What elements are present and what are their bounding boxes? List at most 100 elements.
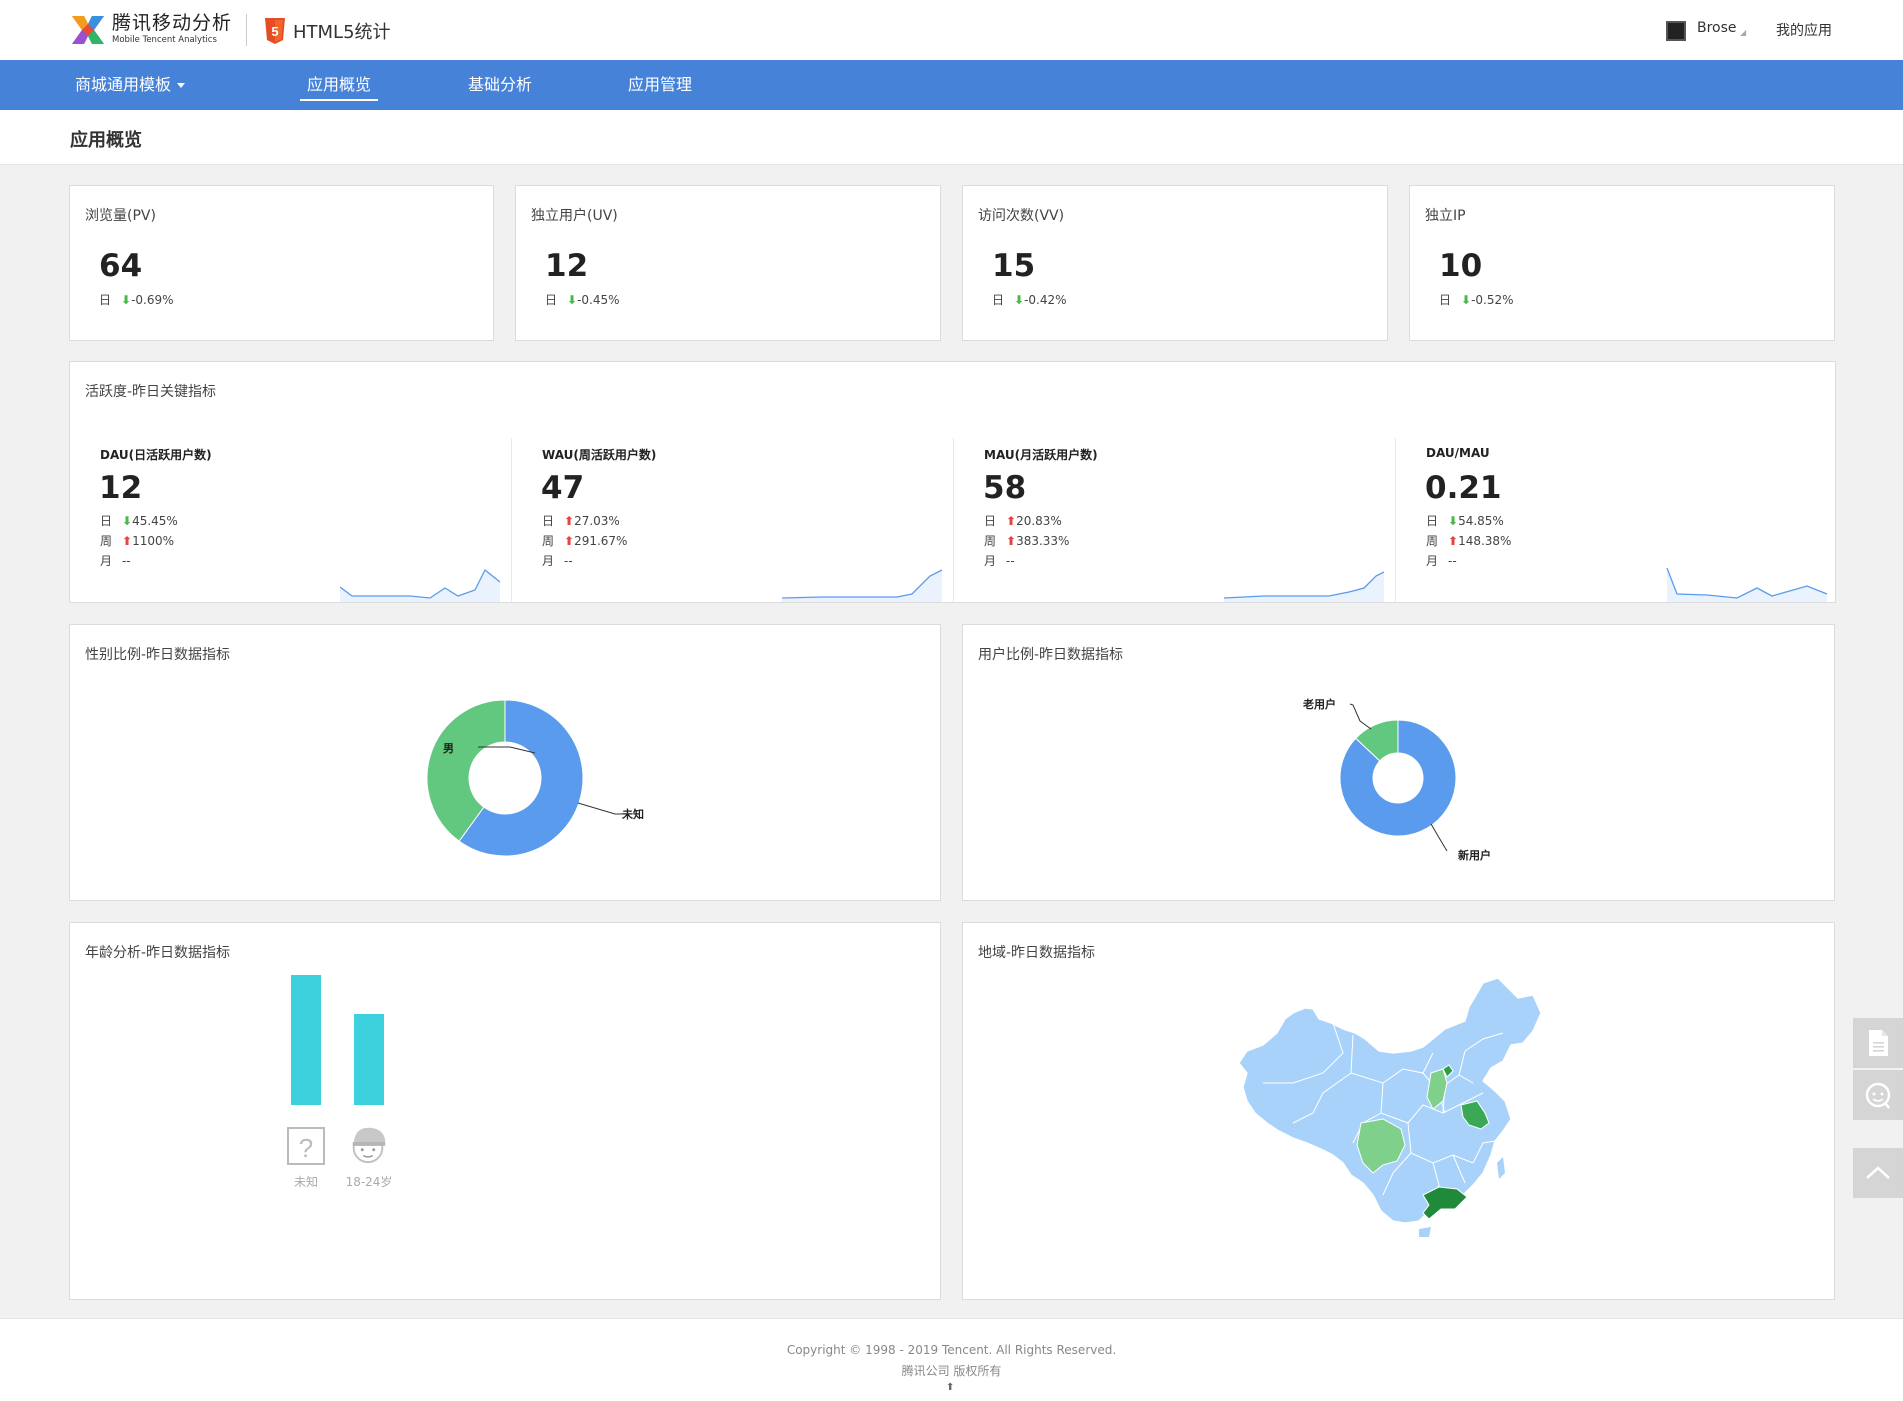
- arrow-up-icon: ⬆: [122, 534, 133, 548]
- map-taiwan[interactable]: [1497, 1157, 1505, 1179]
- document-button[interactable]: [1853, 1018, 1903, 1068]
- metric-label: MAU(月活跃用户数): [984, 448, 1098, 462]
- user-ratio-card: 用户比例-昨日数据指标 老用户 新用户: [962, 624, 1835, 901]
- map-region-jiangsu[interactable]: [1460, 1100, 1490, 1130]
- kpi-change: 日 ⬇-0.42%: [992, 291, 1067, 308]
- html5-icon: 5: [265, 18, 285, 44]
- top-header: 腾讯移动分析 Mobile Tencent Analytics 5 HTML5统…: [0, 0, 1903, 60]
- gender-slice-0[interactable]: [458, 699, 584, 857]
- change-value: 148.38%: [1458, 534, 1512, 548]
- map-region-beijing[interactable]: [1442, 1064, 1454, 1078]
- period-label: 周: [542, 534, 555, 548]
- brand-subtitle: Mobile Tencent Analytics: [112, 35, 217, 45]
- age-label-unknown: 未知: [293, 1175, 318, 1189]
- page-title: 应用概览: [70, 130, 142, 151]
- sparkline-mau: [1224, 571, 1384, 602]
- main-nav: 商城通用模板 应用概览 基础分析 应用管理: [0, 60, 1903, 110]
- label-new-users: 新用户: [1458, 848, 1491, 862]
- age-bar-unknown: [291, 975, 321, 1105]
- change-value: -0.42%: [1024, 293, 1067, 307]
- change-value: 54.85%: [1458, 514, 1504, 528]
- arrow-up-icon[interactable]: ⬆: [946, 1382, 955, 1393]
- tab-app-management[interactable]: 应用管理: [628, 75, 693, 94]
- map-hainan[interactable]: [1419, 1227, 1431, 1237]
- metric-row-month: 月 --: [1426, 552, 1457, 569]
- label-male: 男: [443, 742, 454, 755]
- company-rights: 腾讯公司 版权所有: [901, 1364, 1002, 1378]
- label-old-users: 老用户: [1302, 697, 1336, 711]
- kpi-change: 日 ⬇-0.52%: [1439, 291, 1514, 308]
- arrow-up-icon: ⬆: [564, 534, 575, 548]
- brand-name: 腾讯移动分析: [112, 12, 233, 34]
- tencent-analytics-logo[interactable]: [70, 12, 106, 48]
- gender-title: 性别比例-昨日数据指标: [85, 647, 231, 663]
- tab-overview[interactable]: 应用概览: [299, 60, 379, 110]
- app-selector-label: 商城通用模板: [75, 75, 172, 94]
- user-ratio-slice-0[interactable]: [1339, 719, 1457, 837]
- arrow-down-icon: ⬇: [1014, 293, 1025, 307]
- customer-service-button[interactable]: [1853, 1070, 1903, 1120]
- copyright: Copyright © 1998 - 2019 Tencent. All Rig…: [786, 1343, 1117, 1357]
- metric-label: DAU/MAU: [1426, 446, 1490, 460]
- avatar[interactable]: [1666, 21, 1686, 41]
- period-label: 月: [100, 554, 113, 568]
- region-title: 地域-昨日数据指标: [978, 945, 1096, 961]
- metric-row-week: 周 ⬆291.67%: [542, 532, 627, 549]
- kpi-title: 访问次数(VV): [978, 208, 1065, 224]
- period-label: 周: [1426, 534, 1439, 548]
- map-region-guangdong[interactable]: [1422, 1186, 1468, 1220]
- arrow-down-icon: ⬇: [121, 293, 132, 307]
- caret-down-icon[interactable]: ◢: [1740, 28, 1747, 37]
- metric-mau: MAU(月活跃用户数) 58 日 ⬆20.83% 周 ⬆383.33% 月 --: [954, 434, 1384, 602]
- scroll-top-button[interactable]: [1853, 1148, 1903, 1198]
- age-label-18-24: 18-24岁: [345, 1175, 393, 1189]
- change-value: -0.45%: [577, 293, 620, 307]
- change-value: 1100%: [132, 534, 175, 548]
- user-ratio-slice-1[interactable]: [1355, 719, 1399, 762]
- young-person-icon: [352, 1127, 386, 1164]
- kpi-title: 浏览量(PV): [85, 208, 156, 224]
- gender-card: 性别比例-昨日数据指标 男 未知: [69, 624, 941, 901]
- kpi-value: 15: [992, 248, 1036, 284]
- change-value: 383.33%: [1016, 534, 1070, 548]
- metric-label: DAU(日活跃用户数): [100, 448, 212, 462]
- arrow-up-icon: ⬆: [564, 514, 575, 528]
- metric-row-month: 月 --: [542, 552, 573, 569]
- kpi-title: 独立IP: [1425, 208, 1466, 224]
- label-unknown: 未知: [621, 807, 644, 821]
- product-title: HTML5统计: [293, 22, 391, 43]
- metric-dau-mau: DAU/MAU 0.21 日 ⬇54.85% 周 ⬆148.38% 月 --: [1396, 434, 1828, 602]
- metric-value: 58: [983, 470, 1027, 506]
- my-apps-link[interactable]: 我的应用: [1776, 23, 1832, 39]
- kpi-title: 独立用户(UV): [531, 208, 618, 224]
- metric-row-week: 周 ⬆148.38%: [1426, 532, 1511, 549]
- user-menu[interactable]: Brose: [1697, 20, 1737, 36]
- sparkline-wau: [782, 569, 942, 602]
- gender-slice-1[interactable]: [426, 699, 506, 842]
- period-label: 日: [1426, 514, 1439, 528]
- kpi-value: 64: [99, 248, 143, 284]
- map-region-sichuan[interactable]: [1356, 1118, 1406, 1174]
- kpi-value: 10: [1439, 248, 1483, 284]
- metric-row-week: 周 ⬆383.33%: [984, 532, 1069, 549]
- period-label: 月: [542, 554, 555, 568]
- arrow-up-icon: ⬆: [1448, 534, 1459, 548]
- metric-value: 12: [99, 470, 143, 506]
- map-mainland[interactable]: [1238, 977, 1542, 1224]
- metric-label: WAU(周活跃用户数): [542, 448, 657, 462]
- change-value: 291.67%: [574, 534, 628, 548]
- region-card: 地域-昨日数据指标: [962, 922, 1835, 1300]
- tab-basic-analysis[interactable]: 基础分析: [468, 75, 533, 94]
- metric-dau: DAU(日活跃用户数) 12 日 ⬇45.45% 周 ⬆1100% 月 --: [70, 434, 500, 602]
- period-label: 月: [984, 554, 997, 568]
- kpi-card-uv: 独立用户(UV) 12 日 ⬇-0.45%: [515, 185, 941, 341]
- app-selector[interactable]: 商城通用模板: [75, 60, 186, 110]
- svg-text:?: ?: [299, 1133, 313, 1163]
- metric-row-day: 日 ⬆27.03%: [542, 512, 620, 529]
- metric-row-day: 日 ⬇54.85%: [1426, 512, 1504, 529]
- period-label: 日: [992, 293, 1005, 307]
- period-label: 日: [99, 293, 112, 307]
- activity-card: 活跃度-昨日关键指标 DAU(日活跃用户数) 12 日 ⬇45.45% 周 ⬆110…: [69, 361, 1836, 603]
- metric-value: 47: [541, 470, 585, 506]
- sparkline-dau: [340, 568, 500, 602]
